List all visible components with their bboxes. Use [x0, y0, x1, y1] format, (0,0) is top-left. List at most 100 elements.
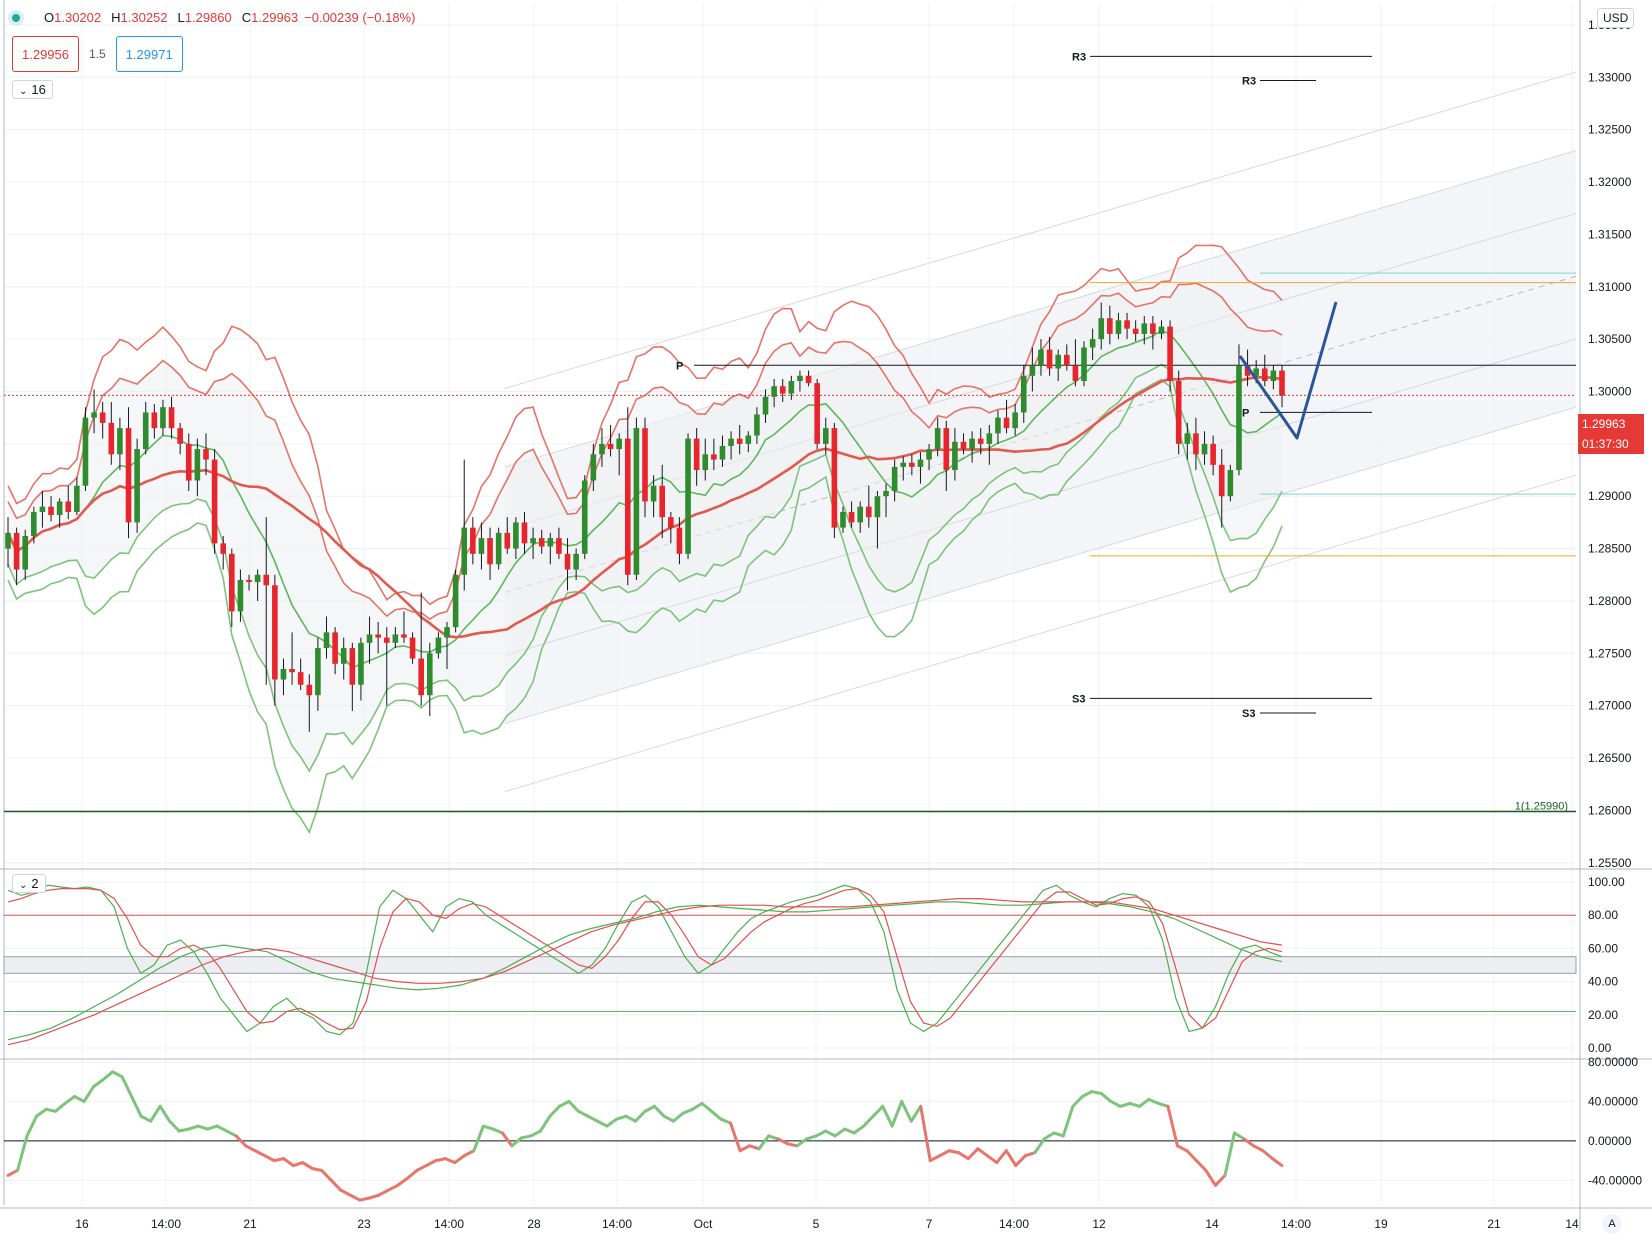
candle-body: [1063, 354, 1070, 366]
time-tick-label: 19: [1374, 1217, 1388, 1231]
osc-segment: [500, 1131, 514, 1148]
osc-segment: [82, 1085, 96, 1103]
auto-scale-button[interactable]: A: [1602, 1214, 1622, 1234]
sell-button[interactable]: 1.29956: [12, 36, 79, 72]
candle-body: [530, 538, 536, 544]
osc-segment: [614, 1114, 628, 1121]
price-tick-label: 1.33000: [1588, 70, 1632, 84]
candle-body: [246, 580, 252, 583]
last-price-tag: 1.29963: [1578, 414, 1644, 434]
osc-segment: [548, 1104, 561, 1118]
candle-body: [1279, 370, 1285, 396]
candle-body: [125, 428, 132, 523]
candle-body: [926, 449, 932, 460]
osc-segment: [282, 1157, 295, 1168]
osc-segment: [1061, 1104, 1075, 1138]
osc-segment: [538, 1114, 552, 1133]
osc-segment: [1194, 1159, 1208, 1172]
candle-body: [74, 485, 80, 512]
candle-body: [185, 443, 192, 481]
candle-body: [900, 462, 907, 467]
time-tick-label: 7: [926, 1217, 933, 1231]
candle-body: [349, 648, 356, 685]
osc-segment: [111, 1070, 124, 1079]
osc-segment: [805, 1134, 818, 1141]
candle-body: [461, 527, 468, 575]
candle-body: [1184, 433, 1191, 444]
candle-body: [478, 538, 485, 554]
candle-body: [909, 462, 915, 467]
candle-body: [1141, 323, 1148, 334]
candle-body: [31, 511, 37, 537]
candle-body: [237, 580, 244, 612]
candle-body: [418, 658, 424, 696]
slow-ma: [6, 375, 1283, 639]
indicator-count: 2: [31, 876, 39, 891]
candle-body: [1012, 412, 1018, 429]
candle-body: [599, 443, 605, 455]
osc-segment: [358, 1196, 371, 1202]
currency-label[interactable]: USD: [1597, 8, 1635, 28]
candle-body: [538, 538, 545, 547]
osc-segment: [1137, 1097, 1151, 1108]
candle-body: [1107, 318, 1113, 334]
buy-sell-panel: 1.29956 1.5 1.29971: [12, 36, 183, 72]
osc-segment: [947, 1149, 961, 1155]
time-tick-label: 14:00: [151, 1217, 181, 1231]
osc-segment: [1090, 1090, 1103, 1096]
candle-body: [728, 438, 734, 446]
oscillator-pane: [4, 1070, 1576, 1202]
osc-segment: [139, 1114, 153, 1123]
candle-body: [280, 669, 287, 680]
candle-body: [1261, 368, 1268, 382]
candle-body: [1072, 365, 1079, 382]
osc-segment: [35, 1107, 48, 1118]
osc-segment: [16, 1134, 29, 1172]
osc-segment: [1147, 1097, 1160, 1105]
main-indicators-toggle[interactable]: ⌄ 16: [12, 80, 53, 99]
osc-segment: [843, 1127, 856, 1135]
candle-body: [1201, 443, 1208, 455]
pivot-label: P: [676, 360, 683, 372]
candle-body: [401, 634, 407, 638]
candle-body: [366, 634, 373, 643]
candle-body: [340, 648, 347, 664]
osc-segment: [862, 1114, 875, 1128]
candle-body: [177, 428, 183, 444]
candle-body: [39, 506, 46, 512]
price-tick-label: 1.32500: [1588, 123, 1632, 137]
osc-segment: [1099, 1092, 1113, 1103]
time-tick-label: 14: [1205, 1217, 1219, 1231]
pivot-label: S3: [1242, 708, 1255, 720]
osc-segment: [510, 1136, 523, 1148]
osc-segment: [158, 1104, 172, 1123]
spread-value: 1.5: [89, 47, 106, 61]
osc-segment: [605, 1117, 618, 1128]
candle-body: [788, 381, 795, 394]
price-tick-label: 1.25500: [1588, 856, 1632, 870]
candle-body: [607, 443, 614, 450]
close-value: 1.29963: [251, 10, 299, 25]
time-tick-label: 12: [1092, 1217, 1106, 1231]
time-tick-label: 14:00: [434, 1217, 464, 1231]
upper-band-outer: [7, 244, 1283, 606]
price-tick-label: 1.28500: [1588, 542, 1632, 556]
osc-segment: [1080, 1090, 1094, 1098]
candle-body: [358, 642, 364, 685]
osc-segment: [415, 1164, 428, 1172]
osc-segment: [196, 1124, 210, 1131]
stoch-indicators-toggle[interactable]: ⌄ 2: [12, 874, 46, 893]
osc-segment: [1166, 1104, 1179, 1148]
time-tick-label: 14:00: [602, 1217, 632, 1231]
candle-body: [814, 383, 820, 444]
candle-body: [995, 417, 1001, 434]
candle-body: [108, 422, 115, 455]
osc-segment: [662, 1114, 676, 1123]
chevron-down-icon: ⌄: [19, 880, 28, 891]
candle-body: [1218, 464, 1225, 497]
osc-segment: [700, 1101, 714, 1113]
candle-body: [392, 634, 399, 643]
buy-button[interactable]: 1.29971: [115, 36, 183, 72]
candle-body: [315, 648, 321, 696]
